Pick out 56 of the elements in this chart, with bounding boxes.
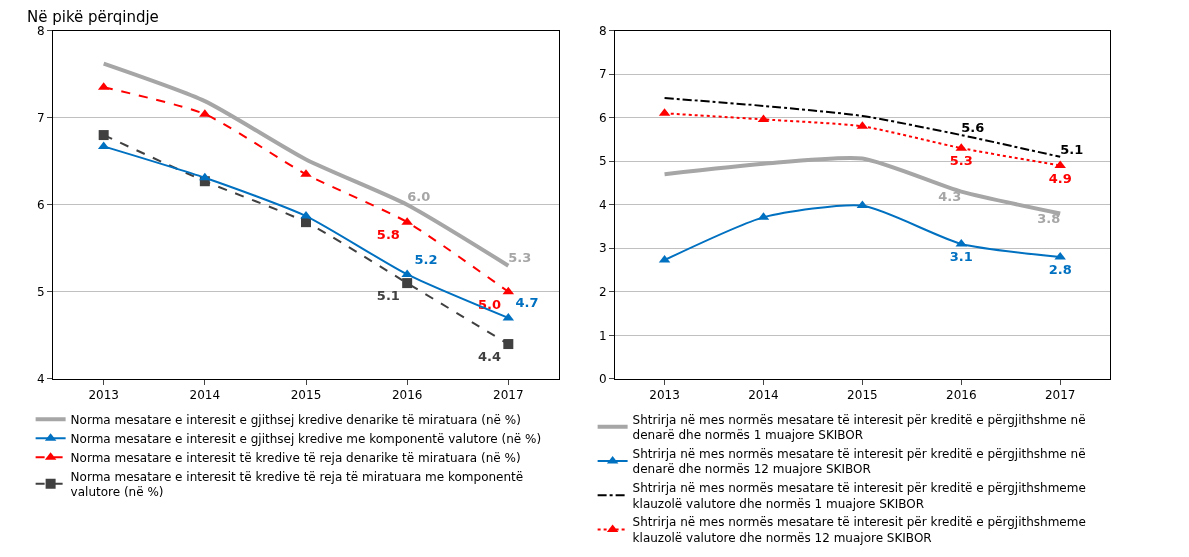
x-tick-label: 2013 bbox=[88, 388, 119, 403]
data-label: 4.3 bbox=[938, 189, 962, 205]
line-series bbox=[663, 97, 1062, 158]
data-label: 3.8 bbox=[1037, 211, 1061, 227]
data-label: 4.4 bbox=[478, 349, 502, 365]
data-label: 5.1 bbox=[376, 288, 400, 304]
legend-label: Shtrirja në mes normës mesatare të interesit për kreditë e përgjithshmeme klauzolë valutore dhe normës 12 muajore SKIBOR bbox=[632, 515, 1086, 545]
x-tick-label: 2017 bbox=[493, 388, 524, 403]
x-tick-label: 2015 bbox=[290, 388, 322, 403]
y-tick-label: 5 bbox=[599, 154, 607, 169]
y-tick-label: 6 bbox=[37, 197, 45, 212]
data-label: 5.6 bbox=[961, 119, 985, 135]
point bbox=[1054, 160, 1066, 169]
point bbox=[402, 278, 413, 289]
y-tick-label: 0 bbox=[599, 372, 607, 387]
x-tick-label: 2016 bbox=[946, 388, 977, 403]
data-label: 5.3 bbox=[949, 153, 973, 169]
y-tick-label: 4 bbox=[599, 197, 607, 212]
y-tick-label: 6 bbox=[599, 110, 607, 125]
data-label: 4.7 bbox=[515, 295, 539, 311]
data-label: 5.8 bbox=[376, 227, 400, 243]
legend-label: Norma mesatare e interesit e gjithsej kredive denarike të miratuara (në %) bbox=[70, 412, 521, 427]
data-label: 5.1 bbox=[1060, 141, 1084, 157]
y-tick-label: 1 bbox=[599, 328, 607, 343]
chart-title: Në pikë përqindje bbox=[27, 8, 159, 26]
y-tick-label: 4 bbox=[37, 372, 45, 387]
legend-label: Norma mesatare e interesit e gjithsej kredive me komponentë valutore (në %) bbox=[70, 431, 542, 446]
point bbox=[199, 172, 211, 181]
legend-label: Shtrirja në mes normës mesatare të interesit për kreditë e përgjithshmeme klauzolë valutore dhe normës 1 muajore SKIBOR bbox=[632, 481, 1086, 511]
data-label: 4.9 bbox=[1048, 170, 1072, 186]
x-tick-label: 2013 bbox=[649, 388, 680, 403]
data-label: 6.0 bbox=[407, 189, 431, 205]
data-label: 3.1 bbox=[949, 248, 973, 264]
y-tick-label: 8 bbox=[37, 23, 45, 38]
data-label: 2.8 bbox=[1048, 261, 1072, 277]
data-label: 5.3 bbox=[508, 250, 532, 266]
legend-label: Shtrirja në mes normës mesatare të interesit për kreditë e përgjithshme në denarë dhe normës 12 muajore SKIBOR bbox=[632, 446, 1086, 477]
y-tick-label: 5 bbox=[37, 285, 45, 300]
point bbox=[503, 339, 514, 350]
legend-label: Norma mesatare e interesit të kredive të reja denarike të miratuara (në %) bbox=[70, 450, 521, 465]
point bbox=[98, 130, 109, 141]
data-label: 5.0 bbox=[478, 296, 502, 312]
y-tick-label: 3 bbox=[599, 241, 607, 256]
y-tick-label: 8 bbox=[599, 23, 607, 38]
x-tick-label: 2014 bbox=[748, 388, 779, 403]
line-series bbox=[101, 61, 511, 268]
y-tick-label: 7 bbox=[37, 110, 45, 125]
x-tick-label: 2014 bbox=[189, 388, 221, 403]
x-tick-label: 2017 bbox=[1044, 388, 1076, 403]
legend-label: Shtrirja në mes normës mesatare të interesit për kreditë e përgjithshme në denarë dhe normës 1 muajore SKIBOR bbox=[632, 412, 1086, 443]
data-label: 5.2 bbox=[414, 251, 438, 267]
x-tick-label: 2015 bbox=[847, 388, 878, 403]
y-tick-label: 7 bbox=[599, 67, 607, 82]
legend-label: Norma mesatare e interesit të kredive të reja të miratuara me komponentë valutore (në %) bbox=[70, 469, 524, 500]
x-tick-label: 2016 bbox=[391, 388, 423, 403]
y-tick-label: 2 bbox=[599, 285, 607, 300]
